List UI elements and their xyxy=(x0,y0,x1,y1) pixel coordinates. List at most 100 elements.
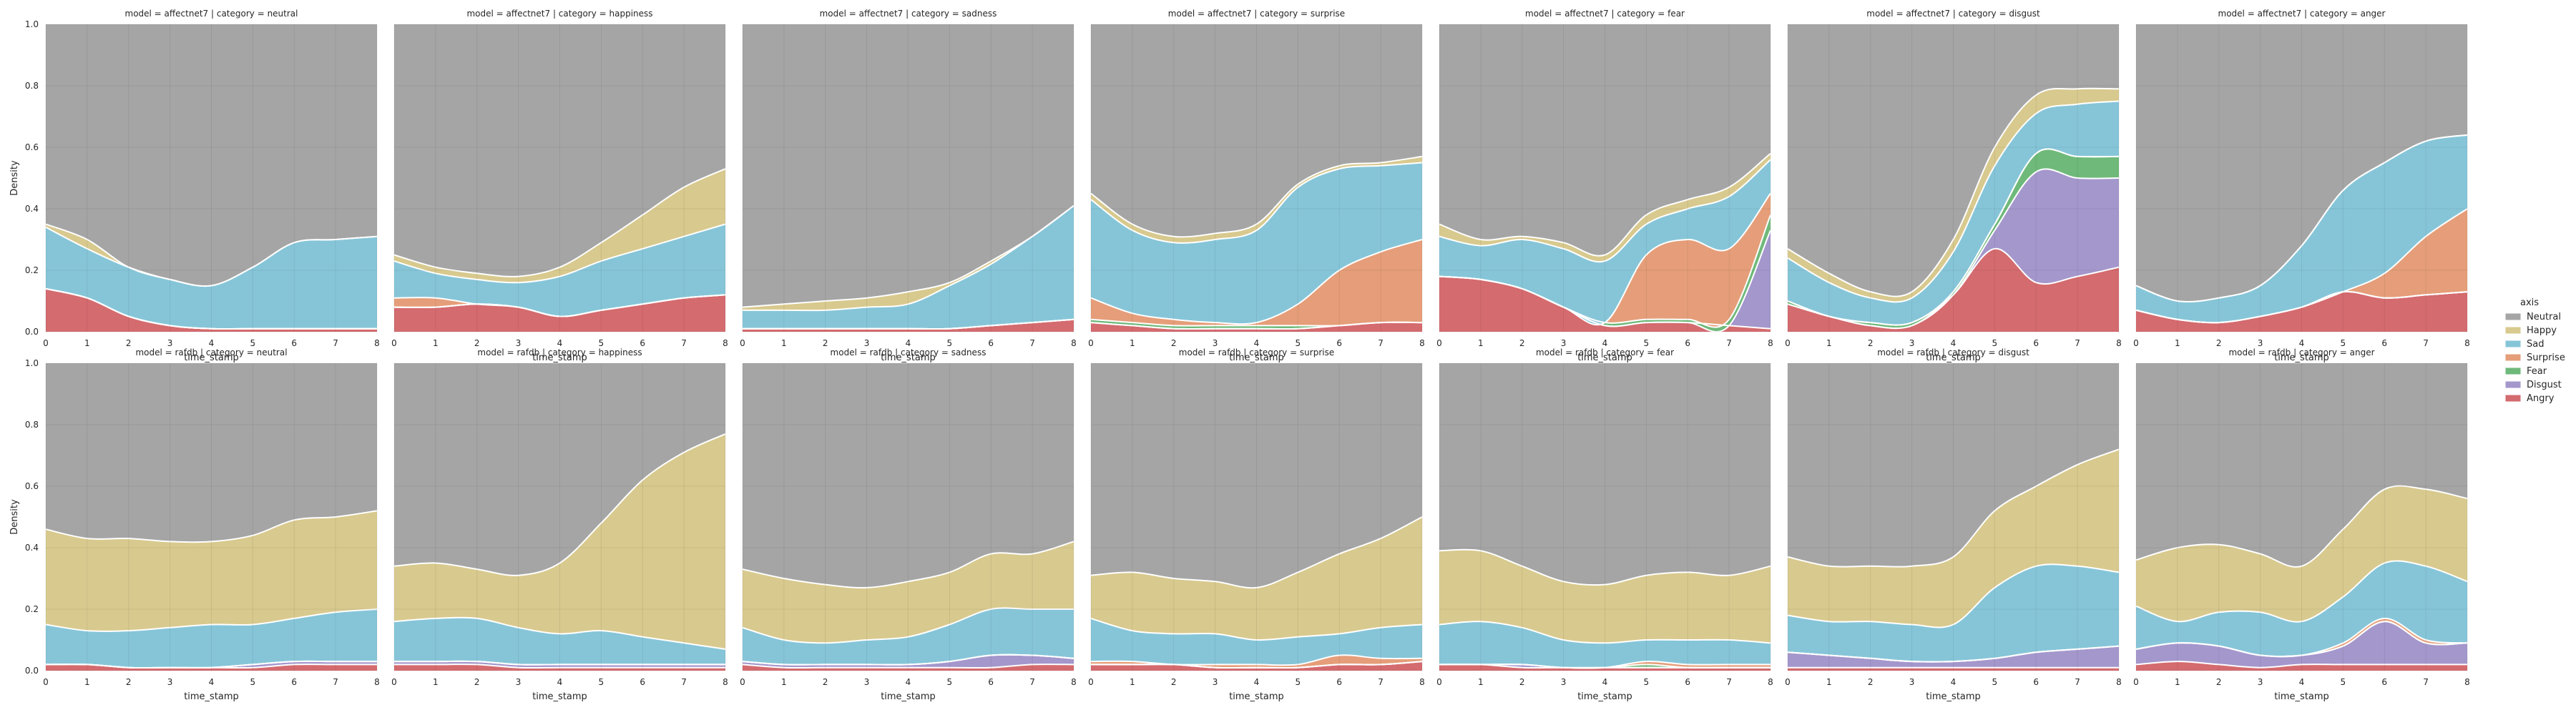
boundary-surprise xyxy=(45,287,377,330)
facet-panel: model = affectnet7 | category = fear 0 1 2 3… xyxy=(1436,9,1773,363)
x-tick-label: 8 xyxy=(2464,677,2470,687)
x-tick-label: 5 xyxy=(1644,677,1650,687)
y-tick-label: 0.8 xyxy=(25,81,39,91)
x-tick-label: 8 xyxy=(1071,338,1077,348)
x-tick-label: 2 xyxy=(2216,338,2222,348)
area-sad xyxy=(1788,101,2119,325)
x-tick-label: 0 xyxy=(391,677,397,687)
x-tick-label: 5 xyxy=(947,677,953,687)
boundary-sad xyxy=(1090,162,1423,244)
area-surprise xyxy=(1439,661,1771,669)
legend-label-fear: Fear xyxy=(2527,366,2547,377)
y-axis-label: Density xyxy=(9,499,20,535)
boundary-sad xyxy=(1439,159,1771,263)
boundary-happy xyxy=(393,433,726,576)
x-tick-label: 3 xyxy=(1213,338,1218,348)
boundary-sad xyxy=(393,223,726,284)
x-tick-label: 1 xyxy=(1130,338,1135,348)
x-tick-label: 5 xyxy=(599,677,604,687)
x-tick-label: 3 xyxy=(2258,338,2263,348)
x-axis-label: time_stamp xyxy=(1577,691,1632,702)
boundary-surprise xyxy=(742,654,1074,666)
x-tick-label: 1 xyxy=(2175,338,2180,348)
x-tick-label: 2 xyxy=(823,338,828,348)
x-tick-label: 1 xyxy=(781,677,787,687)
x-tick-label: 0 xyxy=(1088,338,1094,348)
x-tick-label: 6 xyxy=(1336,338,1342,348)
x-tick-label: 0 xyxy=(1785,338,1791,348)
facet-panel: model = rafdb | category = neutral 0 1 2 3 4 5… xyxy=(9,347,380,702)
boundary-sad xyxy=(742,607,1074,644)
x-tick-label: 8 xyxy=(723,338,728,348)
x-tick-label: 7 xyxy=(333,677,338,687)
area-angry xyxy=(1091,661,1422,671)
boundary-happy xyxy=(393,168,726,277)
area-disgust xyxy=(46,661,377,669)
panel-title: model = rafdb | category = neutral xyxy=(135,347,287,358)
area-angry xyxy=(46,664,377,671)
boundary-happy xyxy=(1787,87,2120,297)
boundary-fear xyxy=(1091,661,1423,669)
x-tick-label: 0 xyxy=(2133,338,2139,348)
legend-swatch-sad xyxy=(2504,340,2522,348)
x-tick-label: 8 xyxy=(2116,338,2122,348)
x-tick-label: 0 xyxy=(43,338,49,348)
legend: axis Neutral Happy Sad Surprise Fear Disgust A… xyxy=(2504,297,2565,404)
boundary-surprise xyxy=(2135,617,2468,658)
y-tick-label: 1.0 xyxy=(25,358,39,368)
x-tick-label: 2 xyxy=(2216,677,2222,687)
x-tick-label: 7 xyxy=(2423,338,2429,348)
x-tick-label: 2 xyxy=(126,677,132,687)
area-sad xyxy=(1439,621,1771,669)
area-sad xyxy=(1091,618,1422,666)
x-tick-label: 7 xyxy=(1726,677,1732,687)
x-tick-label: 0 xyxy=(740,677,745,687)
area-sad xyxy=(1788,564,2119,662)
area-sad xyxy=(394,224,725,317)
y-tick-label: 0.0 xyxy=(25,327,39,337)
x-tick-label: 8 xyxy=(1419,677,1425,687)
x-tick-label: 4 xyxy=(1254,338,1260,348)
area-disgust xyxy=(2136,621,2467,668)
boundary-surprise xyxy=(1439,661,1771,669)
x-tick-label: 2 xyxy=(1171,338,1177,348)
y-tick-label: 0.4 xyxy=(25,204,39,214)
x-tick-label: 0 xyxy=(43,677,49,687)
x-axis-label: time_stamp xyxy=(184,691,239,702)
x-tick-label: 8 xyxy=(374,677,380,687)
area-angry xyxy=(46,288,377,332)
x-tick-label: 1 xyxy=(2175,677,2180,687)
x-tick-label: 1 xyxy=(1130,677,1135,687)
x-tick-label: 1 xyxy=(433,338,439,348)
boundary-fear xyxy=(1090,318,1423,327)
boundary-disgust xyxy=(1787,168,2120,330)
boundary-surprise xyxy=(1787,645,2120,663)
y-tick-label: 0.2 xyxy=(25,604,39,614)
boundary-surprise xyxy=(45,660,377,669)
x-tick-label: 8 xyxy=(374,338,380,348)
area-happy xyxy=(46,511,377,631)
x-tick-label: 1 xyxy=(781,338,787,348)
x-tick-label: 3 xyxy=(1561,677,1567,687)
area-sad xyxy=(743,205,1074,330)
legend-label-angry: Angry xyxy=(2527,393,2555,404)
x-tick-label: 0 xyxy=(1436,338,1442,348)
boundary-happy xyxy=(2135,485,2468,568)
x-tick-label: 1 xyxy=(1478,338,1484,348)
legend-swatch-disgust xyxy=(2504,380,2522,389)
x-tick-label: 5 xyxy=(599,338,604,348)
panel-title: model = affectnet7 | category = happines… xyxy=(466,9,652,19)
boundary-happy xyxy=(1090,155,1423,238)
x-tick-label: 8 xyxy=(2116,677,2122,687)
boundary-angry xyxy=(2135,661,2467,669)
x-tick-label: 6 xyxy=(2381,677,2387,687)
x-tick-label: 8 xyxy=(723,677,728,687)
x-tick-label: 7 xyxy=(333,338,338,348)
boundary-angry xyxy=(394,664,725,669)
x-tick-label: 5 xyxy=(2341,338,2346,348)
area-sad xyxy=(394,617,725,665)
x-tick-label: 0 xyxy=(2133,677,2139,687)
x-tick-label: 3 xyxy=(864,677,870,687)
area-angry xyxy=(1788,667,2119,671)
x-tick-label: 7 xyxy=(1029,677,1035,687)
